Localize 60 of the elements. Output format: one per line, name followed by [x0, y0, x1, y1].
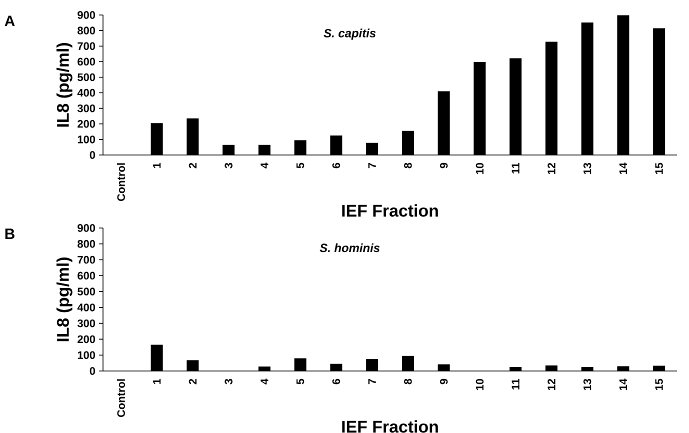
- text: S. capitis: [324, 28, 376, 40]
- y-tick-label: 100: [78, 136, 96, 144]
- y-tick-label: 700: [78, 42, 96, 50]
- x-tick-label: 4: [260, 162, 268, 168]
- y-tick-label: 400: [77, 304, 96, 312]
- y-tick-label: 200: [78, 120, 96, 128]
- x-axis-title: IEF Fraction: [342, 204, 438, 217]
- x-tick-label: 11: [512, 378, 520, 390]
- x-tick-label: 12: [548, 378, 556, 390]
- y-tick-label: 0: [90, 367, 96, 375]
- x-tick-label: 4: [260, 378, 268, 384]
- y-tick-label: 700: [78, 256, 96, 264]
- x-tick-label: 10: [476, 378, 484, 390]
- x-tick-label: 11: [512, 162, 520, 174]
- y-tick-label: 300: [77, 104, 96, 112]
- x-tick-label: 8: [404, 378, 412, 384]
- x-tick-label: 10: [476, 162, 484, 174]
- text: S. hominis: [320, 243, 380, 252]
- x-tick-label: 3: [224, 162, 232, 168]
- y-tick-label: 600: [78, 58, 96, 66]
- x-tick-label: 2: [188, 162, 197, 168]
- y-tick-label: 300: [77, 319, 96, 328]
- y-axis-title: IL8 (pg/ml): [56, 43, 72, 127]
- y-axis-title: IL8 (pg/ml): [56, 258, 72, 342]
- y-tick-label: 500: [78, 288, 96, 296]
- x-tick-label: 13: [583, 162, 592, 174]
- y-tick-label: 200: [78, 335, 96, 344]
- x-tick-label: 5: [296, 162, 304, 168]
- x-tick-label: 9: [440, 378, 448, 384]
- y-tick-label: 500: [78, 73, 96, 82]
- x-tick-label: 3: [224, 378, 232, 384]
- x-tick-label: 14: [619, 162, 627, 174]
- x-tick-label: 5: [296, 378, 304, 384]
- x-tick-label: 13: [583, 378, 592, 390]
- x-axis-title: IEF Fraction: [342, 420, 438, 433]
- y-tick-label: 100: [78, 351, 96, 359]
- y-tick-label: 0: [90, 151, 96, 159]
- y-tick-label: 800: [78, 26, 96, 34]
- y-tick-label: 600: [78, 272, 96, 280]
- x-tick-label: 12: [548, 162, 556, 174]
- text: B: [5, 228, 14, 239]
- x-tick-label: 1: [153, 162, 161, 168]
- x-tick-label: 15: [655, 378, 663, 390]
- x-tick-label: 14: [619, 378, 627, 390]
- x-tick-label: 15: [655, 162, 663, 174]
- y-tick-label: 900: [78, 11, 96, 19]
- x-tick-label: 2: [188, 378, 197, 384]
- y-tick-label: 800: [78, 240, 96, 248]
- y-tick-label: 900: [78, 224, 96, 232]
- x-tick-label: 7: [368, 378, 376, 384]
- x-tick-label: 6: [332, 378, 340, 384]
- x-tick-label: 7: [368, 162, 376, 168]
- x-tick-label: Control: [116, 163, 125, 202]
- x-tick-label: Control: [116, 379, 125, 418]
- text: A: [4, 16, 15, 26]
- x-tick-label: 1: [153, 378, 161, 384]
- x-tick-label: 6: [332, 162, 340, 168]
- y-tick-label: 400: [77, 88, 96, 97]
- x-tick-label: 8: [404, 162, 412, 168]
- x-tick-label: 9: [440, 162, 448, 168]
